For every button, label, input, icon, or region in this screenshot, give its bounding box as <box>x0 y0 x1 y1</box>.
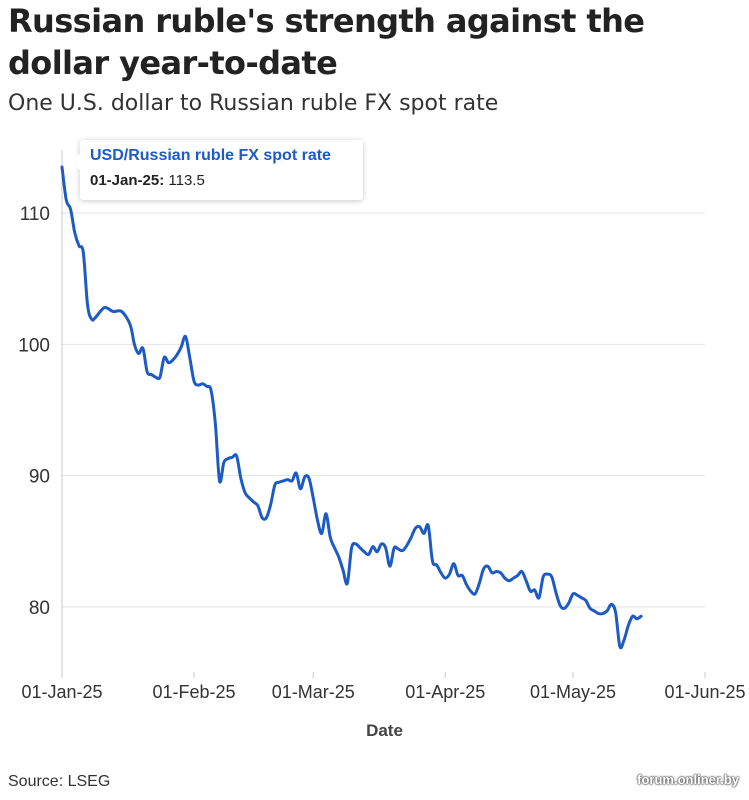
x-tick-label-0: 01-Jan-25 <box>21 682 102 702</box>
axes <box>61 150 706 678</box>
series-line-0 <box>60 165 643 650</box>
tick-labels: 80 90 100 110 01-Jan-25 01-Feb-25 01-Mar-25 01-… <box>18 204 745 740</box>
chart-title: Russian ruble's strength against the dol… <box>8 2 645 82</box>
tooltip-date: 01-Jan-25: <box>90 172 165 189</box>
x-tick-label-4: 01-May-25 <box>530 682 616 702</box>
y-tick-label-110: 110 <box>20 204 50 225</box>
data-tooltip: USD/Russian ruble FX spot rate 01-Jan-25… <box>72 140 363 200</box>
chart-subtitle: One U.S. dollar to Russian ruble FX spot… <box>8 91 499 116</box>
x-axis-title: Date <box>366 721 403 740</box>
y-tick-label-80: 80 <box>29 598 50 619</box>
x-tick-label-5: 01-Jun-25 <box>664 682 745 702</box>
watermark: forum.onliner.by <box>637 772 739 787</box>
x-tick-label-1: 01-Feb-25 <box>152 682 235 702</box>
y-tick-label-90: 90 <box>29 467 50 488</box>
tooltip-series-label: USD/Russian ruble FX spot rate <box>90 147 331 164</box>
x-tick-label-2: 01-Mar-25 <box>272 682 355 702</box>
tooltip-row: 01-Jan-25: 113.5 <box>90 172 205 189</box>
source-note: Source: LSEG <box>8 773 111 790</box>
series-layer <box>60 165 643 650</box>
y-tick-label-100: 100 <box>18 335 50 356</box>
tooltip-arrow <box>72 154 80 170</box>
gridlines <box>62 212 705 608</box>
x-tick-label-3: 01-Apr-25 <box>405 682 485 702</box>
tooltip-value: 113.5 <box>168 172 205 189</box>
